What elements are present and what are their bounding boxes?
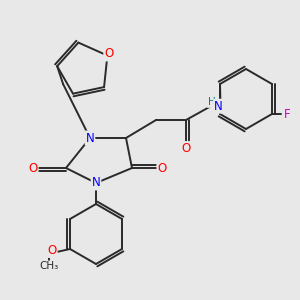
Text: N: N (92, 176, 100, 190)
Text: F: F (284, 107, 290, 121)
Text: O: O (47, 244, 57, 257)
Text: H: H (208, 97, 215, 107)
Text: O: O (104, 47, 113, 61)
Text: N: N (85, 131, 94, 145)
Text: N: N (214, 100, 223, 113)
Text: O: O (182, 142, 190, 155)
Text: CH₃: CH₃ (39, 261, 58, 272)
Text: O: O (28, 161, 38, 175)
Text: O: O (158, 161, 166, 175)
